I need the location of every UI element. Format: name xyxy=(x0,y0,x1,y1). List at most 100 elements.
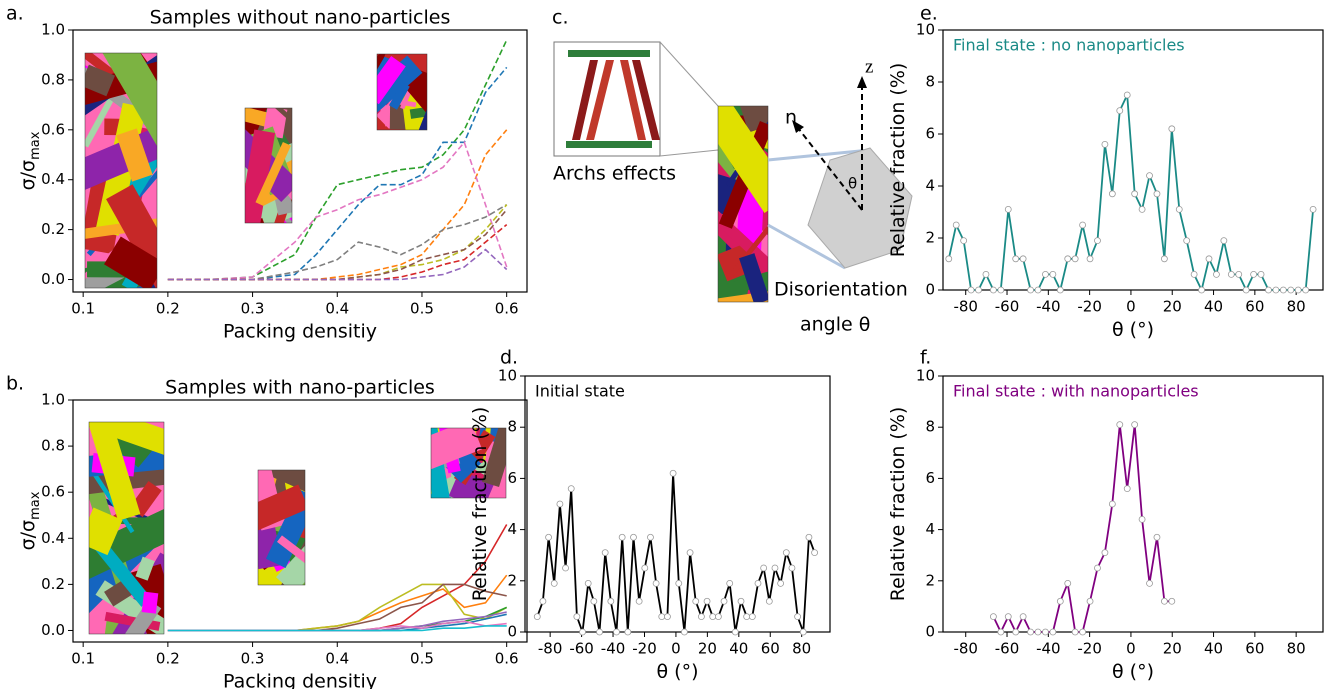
x-tick-label: -20 xyxy=(1077,640,1102,658)
y-axis-label: σ/σmax xyxy=(17,131,44,190)
series-line xyxy=(167,39,508,281)
data-point xyxy=(952,221,960,229)
y-axis-label-main: σ/σ xyxy=(17,520,39,551)
data-point xyxy=(1287,286,1295,294)
x-tick-label: 0.3 xyxy=(241,300,265,318)
grain xyxy=(245,129,276,223)
x-tick-label: 0.5 xyxy=(410,300,434,318)
grain-image xyxy=(245,108,292,223)
data-point xyxy=(989,286,997,294)
data-point xyxy=(1116,107,1124,114)
data-point xyxy=(1101,140,1109,148)
data-point xyxy=(1101,549,1109,557)
grain xyxy=(104,236,157,288)
data-point xyxy=(1168,597,1176,605)
y-axis-label: Relative fraction (%) xyxy=(887,63,909,258)
grain xyxy=(276,535,305,564)
panel-label: e. xyxy=(920,3,938,25)
data-point xyxy=(997,286,1005,294)
x-tick-label: -60 xyxy=(995,298,1020,316)
image-frame xyxy=(376,53,428,131)
data-point xyxy=(1183,237,1191,245)
y-tick-label: 0 xyxy=(925,281,935,299)
data-point xyxy=(945,255,953,263)
data-point xyxy=(1153,190,1161,198)
data-point xyxy=(1027,628,1034,636)
x-tick-label: -40 xyxy=(1036,640,1061,658)
y-tick-label: 0 xyxy=(925,623,935,641)
y-axis-label: Relative fraction (%) xyxy=(887,407,909,602)
y-tick-label: 0.4 xyxy=(41,170,65,188)
particle xyxy=(572,60,598,140)
grain-image xyxy=(89,422,164,634)
grain xyxy=(409,106,427,119)
data-point xyxy=(1294,286,1302,294)
plot-frame xyxy=(524,375,831,633)
zoom-line xyxy=(659,41,719,107)
data-point xyxy=(641,564,649,572)
grain xyxy=(89,422,141,521)
data-point xyxy=(545,533,552,541)
x-tick-label: 40 xyxy=(1204,640,1223,658)
grain xyxy=(718,106,768,213)
inset-caption: Archs effects xyxy=(553,163,676,185)
y-tick-label: 0.0 xyxy=(41,621,65,639)
data-point xyxy=(1198,286,1205,294)
data-point xyxy=(1094,237,1101,245)
y-tick-label: 2 xyxy=(925,229,935,247)
y-tick-label: 1.0 xyxy=(41,21,65,39)
zoom-line xyxy=(767,223,846,270)
grain xyxy=(102,53,157,146)
y-tick-label: 6 xyxy=(925,125,935,143)
panel-c-diagram: c. Archs effects z n θ Disorientation an… xyxy=(552,7,913,336)
particle xyxy=(632,60,660,140)
x-axis-label: Packing densitiy xyxy=(223,671,377,689)
data-point xyxy=(960,237,968,245)
caption: Disorientation xyxy=(774,279,908,301)
annotation: Final state : no nanoparticles xyxy=(953,36,1185,55)
x-tick-label: 80 xyxy=(1287,640,1306,658)
n-label: n xyxy=(785,107,797,129)
data-point xyxy=(567,485,575,493)
x-tick-label: 20 xyxy=(1163,298,1182,316)
chart-title: Samples without nano-particles xyxy=(150,7,451,29)
y-tick-label: 6 xyxy=(507,469,517,487)
data-point xyxy=(726,579,734,587)
x-tick-label: 0.1 xyxy=(71,650,95,668)
grain xyxy=(377,55,423,113)
data-point xyxy=(743,613,751,621)
data-point xyxy=(1012,628,1020,636)
data-point xyxy=(1279,286,1287,294)
particle xyxy=(586,60,614,140)
data-point xyxy=(1049,628,1057,636)
data-point xyxy=(709,613,717,621)
data-point xyxy=(681,628,688,636)
data-point xyxy=(579,628,586,636)
data-point xyxy=(1138,515,1146,523)
plot-frame xyxy=(72,399,528,643)
data-point xyxy=(1205,255,1213,263)
series-line xyxy=(167,209,508,281)
x-tick-label: 60 xyxy=(761,640,780,658)
grain-image xyxy=(718,106,768,302)
data-point xyxy=(590,597,598,605)
data-point xyxy=(624,628,632,636)
x-tick-label: 0.6 xyxy=(495,650,519,668)
data-point xyxy=(1042,628,1049,636)
data-point xyxy=(1227,270,1235,278)
grain xyxy=(274,108,292,124)
data-point xyxy=(618,533,626,541)
y-tick-label: 1.0 xyxy=(41,391,65,409)
data-point xyxy=(1153,533,1161,541)
series-line xyxy=(167,248,508,281)
grain xyxy=(85,64,116,97)
annotation: Initial state xyxy=(535,382,625,401)
data-point xyxy=(811,549,818,557)
zoom-line xyxy=(659,149,719,157)
data-point xyxy=(1079,628,1087,636)
data-point xyxy=(1086,255,1094,263)
x-tick-label: -60 xyxy=(995,640,1020,658)
series-line xyxy=(167,66,508,281)
angle-label: θ xyxy=(848,175,857,193)
